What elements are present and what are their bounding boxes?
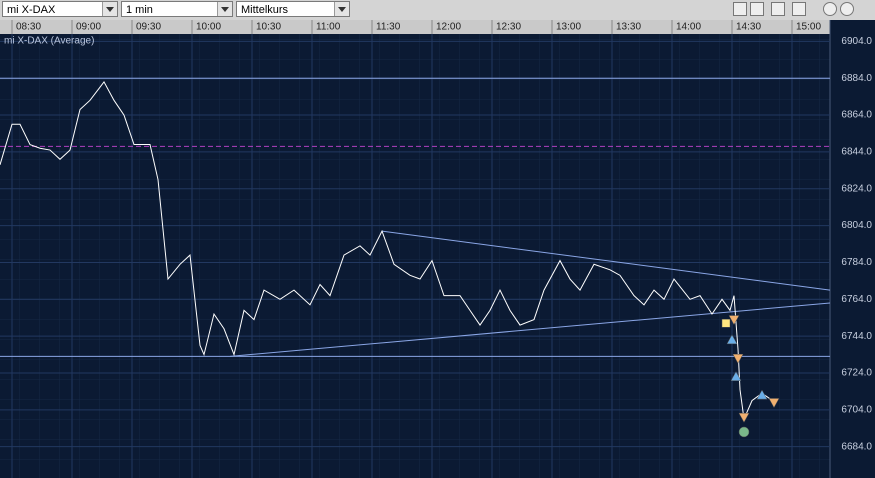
x-tick-label: 10:00: [196, 22, 221, 33]
x-tick-label: 08:30: [16, 22, 41, 33]
y-tick-label: 6744.0: [841, 331, 872, 342]
y-tick-label: 6784.0: [841, 257, 872, 268]
legend: mi X-DAX (Average): [4, 36, 94, 47]
tool-button[interactable]: [792, 2, 806, 16]
signal: [721, 318, 731, 328]
y-tick-label: 6884.0: [841, 73, 872, 84]
toolbar: mi X-DAX 1 min Mittelkurs: [0, 0, 875, 21]
x-tick-label: 09:00: [76, 22, 101, 33]
signal: [728, 315, 740, 326]
x-tick-label: 11:00: [316, 22, 341, 33]
signal: [726, 334, 738, 345]
x-tick-label: 14:00: [676, 22, 701, 33]
tool-button[interactable]: [771, 2, 785, 16]
instrument-select[interactable]: mi X-DAX: [2, 1, 118, 17]
fine-grid: [0, 34, 830, 478]
instrument: mi X-DAX: [7, 4, 56, 16]
x-tick-label: 10:30: [256, 22, 281, 33]
tool-button[interactable]: [733, 2, 747, 16]
signal: [730, 371, 742, 381]
signal: [738, 412, 750, 423]
chart: 08:30 09:00 09:30 10:00 10:30 11:00 11:30 12:00…: [0, 20, 875, 478]
signal: [768, 398, 780, 408]
y-tick-label: 6704.0: [841, 404, 872, 415]
y-tick-label: 6724.0: [841, 368, 872, 379]
signal: [756, 389, 768, 400]
price-line: [0, 80, 775, 421]
y-tick-label: 6804.0: [841, 220, 872, 231]
x-tick-label: 13:30: [616, 22, 641, 33]
y-tick-label: 6684.0: [841, 441, 872, 452]
x-tick-label: 13:00: [556, 22, 581, 33]
interval: 1 min: [126, 4, 153, 16]
y-tick-label: 6764.0: [841, 294, 872, 305]
trend-line: [381, 230, 831, 291]
tool-button[interactable]: [823, 2, 837, 16]
y-tick-label: 6824.0: [841, 183, 872, 194]
x-tick-label: 09:30: [136, 22, 161, 33]
interval-select[interactable]: 1 min: [121, 1, 233, 17]
signal: [732, 353, 744, 364]
x-tick-label: 12:00: [436, 22, 461, 33]
x-tick-label: 14:30: [736, 22, 761, 33]
y-tick-label: 6844.0: [841, 147, 872, 158]
tool-button[interactable]: [750, 2, 764, 16]
y-tick-label: 6904.0: [841, 36, 872, 47]
x-tick-label: 11:30: [376, 22, 401, 33]
x-tick-label: 12:30: [496, 22, 521, 33]
time-header: [0, 20, 830, 34]
x-tick-label: 15:00: [796, 22, 821, 33]
price-select[interactable]: Mittelkurs: [236, 1, 350, 17]
price-axis: [830, 20, 875, 478]
tool-button[interactable]: [840, 2, 854, 16]
price: Mittelkurs: [241, 4, 289, 16]
trend-line: [229, 302, 831, 357]
y-tick-label: 6864.0: [841, 110, 872, 121]
signal: [738, 426, 750, 438]
